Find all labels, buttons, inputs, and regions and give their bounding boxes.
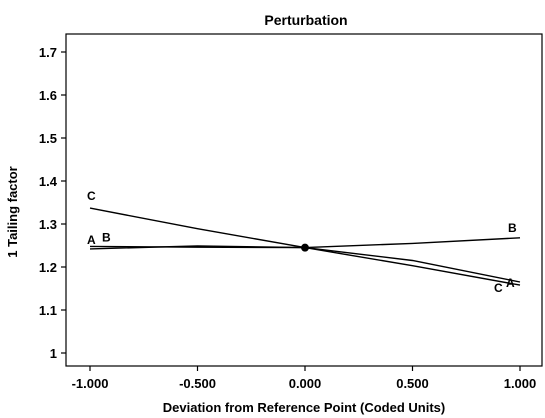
- x-tick-label: 0.500: [396, 376, 429, 391]
- x-tick-label: 0.000: [289, 376, 322, 391]
- series-label-c-end: C: [494, 281, 503, 295]
- y-tick-label: 1.4: [39, 174, 58, 189]
- y-axis-ticks: 1 1.1 1.2 1.3 1.4 1.5 1.6 1.7: [39, 45, 66, 361]
- y-axis-title: 1 Tailing factor: [5, 166, 20, 258]
- series-label-b-end: B: [508, 221, 517, 235]
- plot-frame: [65, 33, 543, 367]
- y-tick-label: 1.3: [39, 217, 57, 232]
- x-tick-label: 1.000: [504, 376, 537, 391]
- x-axis-ticks: -1.000 -0.500 0.000 0.500 1.000: [72, 366, 537, 391]
- y-tick-label: 1.5: [39, 131, 57, 146]
- y-tick-label: 1.1: [39, 303, 57, 318]
- series-label-a-end: A: [506, 276, 515, 290]
- chart-title: Perturbation: [264, 12, 347, 28]
- x-tick-label: -1.000: [72, 376, 109, 391]
- y-tick-label: 1: [50, 346, 57, 361]
- series-label-c-start: C: [87, 189, 96, 203]
- series-label-b-start: B: [102, 230, 111, 244]
- series-layer: [89, 207, 521, 286]
- x-axis-title: Deviation from Reference Point (Coded Un…: [163, 400, 445, 415]
- series-label-a-start: A: [87, 233, 96, 247]
- y-tick-label: 1.6: [39, 88, 57, 103]
- x-tick-label: -0.500: [179, 376, 216, 391]
- y-tick-label: 1.2: [39, 260, 57, 275]
- y-tick-label: 1.7: [39, 45, 57, 60]
- reference-point-marker: [301, 243, 309, 252]
